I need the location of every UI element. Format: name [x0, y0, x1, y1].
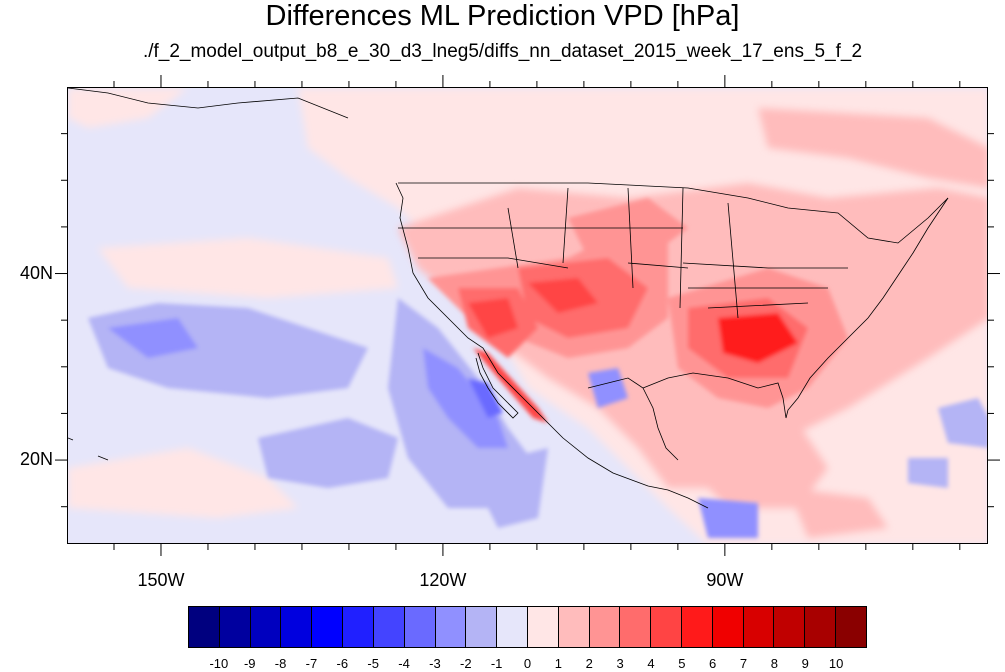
- lat-label: 20N: [20, 449, 54, 470]
- lon-label: 90W: [706, 570, 744, 590]
- colorbar-cell: [774, 607, 806, 647]
- lat-label: 40N: [20, 262, 54, 283]
- colorbar-label: -2: [459, 656, 472, 671]
- colorbar-label: 9: [801, 656, 809, 671]
- vpd-difference-map: [68, 88, 987, 543]
- colorbar-label: 10: [828, 656, 844, 671]
- colorbar-label: -6: [336, 656, 349, 671]
- plot-subtitle: ./f_2_model_output_b8_e_30_d3_lneg5/diff…: [142, 41, 863, 62]
- colorbar-cell: [219, 607, 251, 647]
- colorbar-label: -7: [305, 656, 318, 671]
- map-frame: [67, 87, 988, 544]
- colorbar-label: 6: [709, 656, 717, 671]
- colorbar-cell: [589, 607, 621, 647]
- colorbar-label: 2: [585, 656, 593, 671]
- colorbar-label: -9: [243, 656, 256, 671]
- colorbar-label: 8: [770, 656, 779, 671]
- colorbar-cell: [435, 607, 467, 647]
- colorbar-label: 5: [678, 656, 686, 671]
- colorbar-label: -4: [398, 656, 410, 671]
- colorbar-cell: [250, 607, 282, 647]
- colorbar-cell: [651, 607, 682, 647]
- colorbar-label: 4: [647, 656, 655, 671]
- colorbar-label: 7: [739, 656, 748, 671]
- plot-title: Differences ML Prediction VPD [hPa]: [265, 0, 740, 32]
- colorbar-cell: [805, 607, 837, 647]
- colorbar-label: -3: [429, 656, 441, 671]
- colorbar-cell: [743, 607, 775, 647]
- colorbar-cell: [466, 607, 498, 647]
- colorbar-label: -1: [490, 656, 503, 671]
- colorbar-label: -5: [367, 656, 379, 671]
- lon-label: 150W: [137, 570, 185, 590]
- colorbar-cell: [497, 607, 528, 647]
- colorbar-cell: [281, 607, 313, 647]
- colorbar-cell: [620, 607, 652, 647]
- colorbar-cell: [189, 607, 220, 647]
- colorbar-label: -10: [209, 656, 229, 671]
- colorbar-cell: [373, 607, 405, 647]
- colorbar-label: 1: [554, 656, 562, 671]
- negative-field: [88, 298, 987, 538]
- colorbar-cell: [682, 607, 713, 647]
- colorbar-cell: [312, 607, 344, 647]
- positive-strong-field: [428, 198, 848, 423]
- colorbar-cell: [712, 607, 744, 647]
- colorbar-cell: [836, 607, 866, 647]
- colorbar-cell: [527, 607, 559, 647]
- colorbar-label: 0: [523, 656, 532, 671]
- colorbar-cell: [343, 607, 374, 647]
- colorbar-label: 3: [616, 656, 624, 671]
- colorbar-cell: [558, 607, 590, 647]
- colorbar-cell: [404, 607, 436, 647]
- lon-label: 120W: [419, 570, 467, 590]
- colorbar: [188, 606, 867, 648]
- coastlines: [68, 88, 949, 509]
- colorbar-label: -8: [274, 656, 287, 671]
